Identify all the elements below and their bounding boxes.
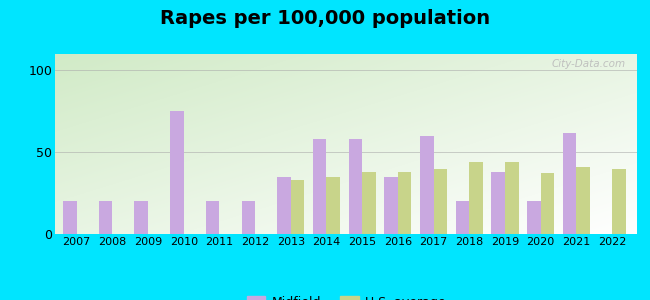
Bar	[505, 162, 519, 234]
Bar	[398, 172, 411, 234]
Text: Rapes per 100,000 population: Rapes per 100,000 population	[160, 9, 490, 28]
Bar	[420, 136, 434, 234]
Bar	[348, 139, 362, 234]
Bar	[278, 177, 291, 234]
Bar	[326, 177, 340, 234]
Bar	[135, 201, 148, 234]
Bar	[527, 201, 541, 234]
Bar	[469, 162, 483, 234]
Bar	[577, 167, 590, 234]
Bar	[456, 201, 469, 234]
Bar	[170, 111, 184, 234]
Legend: Midfield, U.S. average: Midfield, U.S. average	[247, 296, 445, 300]
Bar	[434, 169, 447, 234]
Bar	[491, 172, 505, 234]
Bar	[362, 172, 376, 234]
Bar	[612, 169, 625, 234]
Bar	[291, 180, 304, 234]
Bar	[99, 201, 112, 234]
Bar	[541, 173, 554, 234]
Bar	[206, 201, 220, 234]
Bar	[242, 201, 255, 234]
Bar	[313, 139, 326, 234]
Bar	[563, 133, 577, 234]
Bar	[384, 177, 398, 234]
Bar	[63, 201, 77, 234]
Text: City-Data.com: City-Data.com	[551, 59, 625, 69]
